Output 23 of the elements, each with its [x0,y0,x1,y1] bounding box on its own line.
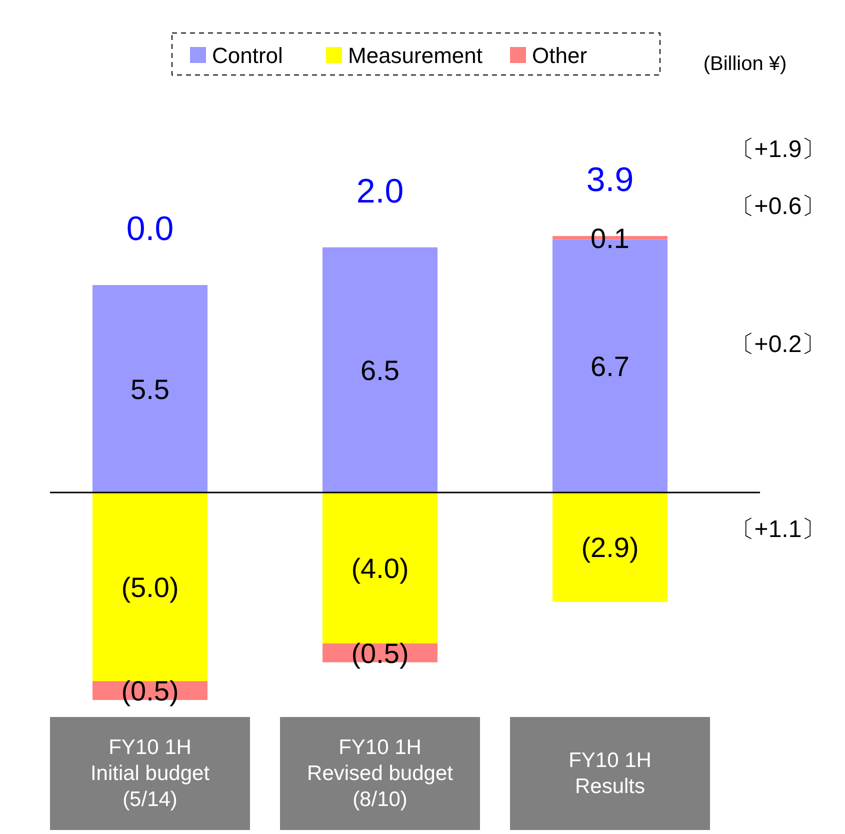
data-label: 5.5 [130,374,170,405]
total-label: 3.9 [586,161,634,199]
total-label: 0.0 [126,210,174,248]
text: 〔+1.9〕 [730,136,826,163]
data-label: (5.0) [121,572,179,603]
total-label: 2.0 [356,172,404,210]
annotation: 〔+0.2〕 [730,331,826,358]
x-tick-label: FY10 1H Revised budget (8/10) [307,736,454,811]
data-label: 6.5 [360,354,400,386]
x-tick-label: FY10 1H Results [568,749,652,798]
data-label: 6.7 [590,351,630,382]
data-label: (0.5) [121,676,179,707]
annotation: 〔+1.1〕 [730,516,826,543]
x-tick-label: FY10 1H Initial budget (5/14) [90,736,210,811]
text: (Billion ¥) [703,53,787,75]
text: 〔+0.6〕 [730,193,826,220]
data-label: 0.1 [590,222,630,254]
data-label: (2.9) [581,532,639,564]
legend-label: Other [532,43,588,68]
legend-label: Control [212,43,283,68]
legend-label: Measurement [348,43,483,68]
data-label: (4.0) [351,552,409,584]
data-label: (0.5) [351,638,409,669]
